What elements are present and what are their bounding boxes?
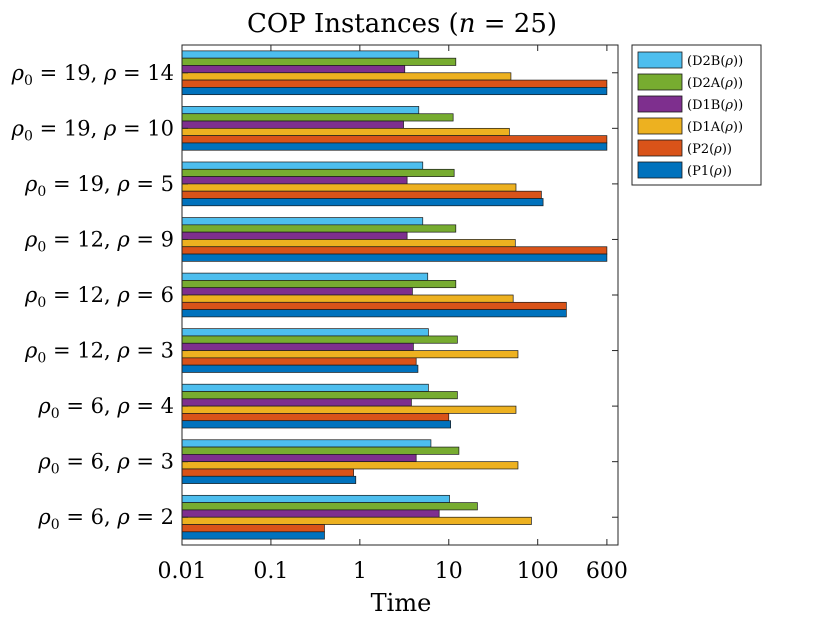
bar [181,79,608,88]
bar [181,87,608,96]
bar [181,253,608,262]
x-tick-label: 10 [435,559,463,584]
y-tick-label: ρ0 = 19, ρ = 10 [11,116,174,144]
y-tick-label: ρ0 = 6, ρ = 4 [37,394,174,422]
x-tick-label: 600 [586,559,628,584]
bars [181,50,608,540]
bar [181,350,519,359]
bar [181,176,408,185]
bar [181,531,325,540]
y-tick-label: ρ0 = 19, ρ = 5 [24,172,174,200]
bar [181,468,354,477]
legend-label: (P2(ρ)) [687,142,732,157]
legend-swatch [637,117,683,135]
x-tick-label: 1 [353,559,367,584]
bar [181,224,457,233]
y-tick-label: ρ0 = 6, ρ = 3 [37,450,174,478]
bar [181,113,454,122]
bar [181,57,457,66]
y-tick-label: ρ0 = 19, ρ = 14 [11,61,174,89]
bar [181,383,429,392]
bar [181,461,519,470]
legend-label: (P1(ρ)) [687,164,732,179]
legend-label: (D1A(ρ)) [687,120,743,135]
bar [181,494,450,503]
bar [181,509,440,518]
bar [181,106,420,115]
bar [181,328,429,337]
x-tick-label: 100 [517,559,559,584]
bar [181,420,452,429]
bar [181,280,457,289]
bar [181,127,510,136]
legend: (D2B(ρ)) (D2A(ρ)) (D1B(ρ)) (D1A(ρ)) (P2(ρ)) (… [631,44,762,186]
bar [181,301,567,310]
bar [181,413,450,422]
legend-label: (D2A(ρ)) [687,76,743,91]
bar [181,72,512,81]
x-axis-label: Time [371,589,432,617]
bar [181,239,516,248]
legend-swatch [637,73,683,91]
bar [181,142,608,151]
bar [181,65,406,74]
bar [181,342,414,351]
legend-swatch [637,95,683,113]
x-tick-label: 0.1 [253,559,288,584]
bar [181,502,478,511]
bar [181,475,357,484]
bar [181,357,417,366]
x-tick-labels: 0.01 0.1 1 10 100 600 [158,559,628,584]
bar [181,335,458,344]
legend-label: (D2B(ρ)) [687,54,743,69]
legend-swatch [637,139,683,157]
bar [181,190,542,199]
bar [181,50,420,59]
legend-swatch [637,51,683,69]
y-tick-label: ρ0 = 12, ρ = 6 [24,283,174,311]
legend-swatch [637,161,683,179]
bar [181,198,544,207]
bar [181,246,608,255]
bar [181,287,413,296]
x-tick-label: 0.01 [158,559,207,584]
y-tick-marks [182,72,618,518]
bar [181,398,412,407]
bar [181,217,424,226]
bar [181,516,532,525]
bar [181,183,517,192]
y-tick-label: ρ0 = 12, ρ = 9 [24,227,174,255]
y-tick-label: ρ0 = 12, ρ = 3 [24,339,174,367]
bar [181,135,608,144]
bar [181,231,408,240]
bar [181,391,458,400]
bar [181,454,417,463]
y-tick-labels: ρ0 = 6, ρ = 2 ρ0 = 6, ρ = 3 ρ0 = 6, ρ = 4 ρ… [11,61,174,533]
bar [181,161,424,170]
bar [181,294,514,303]
bar [181,272,429,281]
bar [181,168,455,177]
bar [181,524,325,533]
y-tick-label: ρ0 = 6, ρ = 2 [37,505,174,533]
chart-title: COP Instances (n = 25) [247,9,557,39]
bar [181,439,432,448]
bar [181,446,460,455]
bar [181,120,404,129]
bar [181,309,567,318]
bar [181,405,517,414]
legend-label: (D1B(ρ)) [687,98,743,113]
bar [181,364,419,373]
